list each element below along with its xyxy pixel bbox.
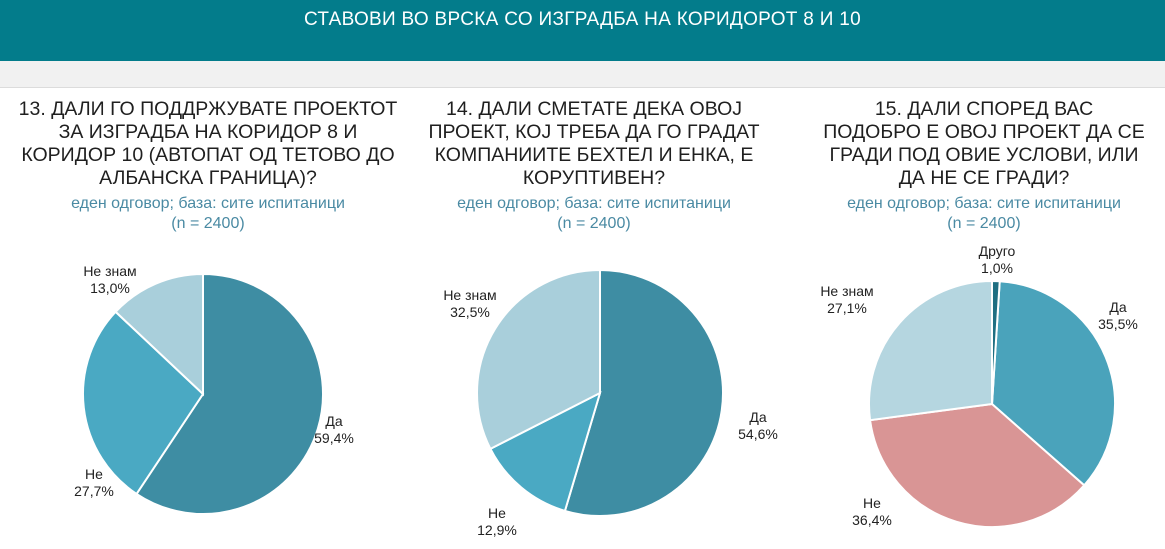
question-title-line: КОРУПТИВЕН? bbox=[522, 167, 666, 189]
question-subtitle: еден одговор; база: сите испитаници (n =… bbox=[14, 194, 402, 234]
chart-panel-q13: 13. ДАЛИ ГО ПОДДРЖУВАТЕ ПРОЕКТОТ ЗА ИЗГР… bbox=[0, 98, 397, 549]
slice-label-drugo: Друго bbox=[979, 243, 1016, 259]
pie-slice-da bbox=[135, 272, 324, 515]
slice-label-ne-znam: Не знам bbox=[820, 283, 873, 299]
pie-slice-ne bbox=[82, 310, 205, 496]
subtitle-line: еден одговор; база: сите испитаници bbox=[847, 195, 1121, 212]
question-title-line: ДА НЕ СЕ ГРАДИ? bbox=[898, 167, 1070, 189]
slice-label-ne: Не bbox=[863, 495, 881, 511]
slice-value-ne: 27,7% bbox=[74, 483, 114, 499]
sub-bar bbox=[0, 61, 1165, 88]
subtitle-line: еден одговор; база: сите испитаници bbox=[457, 195, 731, 212]
slice-value-ne: 12,9% bbox=[477, 522, 517, 538]
slice-value-da: 35,5% bbox=[1098, 316, 1138, 332]
slice-value-ne-znam: 32,5% bbox=[450, 304, 490, 320]
question-title-line: КОМПАНИИТЕ БЕХТЕЛ И ЕНКА, Е bbox=[434, 144, 754, 166]
question-title-line: 15. ДАЛИ СПОРЕД ВАС bbox=[874, 98, 1094, 120]
subtitle-line: (n = 2400) bbox=[557, 215, 631, 232]
subtitle-line: еден одговор; база: сите испитаници bbox=[71, 195, 345, 212]
subtitle-line: (n = 2400) bbox=[171, 215, 245, 232]
pie-slice-ne-znam bbox=[476, 268, 601, 451]
question-title-line: АЛБАНСКА ГРАНИЦА)? bbox=[99, 167, 317, 189]
slice-value-ne-znam: 13,0% bbox=[90, 280, 130, 296]
pie-slice-ne bbox=[489, 391, 602, 513]
slice-label-ne-znam: Не знам bbox=[83, 263, 136, 279]
header-bar: СТАВОВИ ВО ВРСКА СО ИЗГРАДБА НА КОРИДОРО… bbox=[0, 0, 1165, 61]
pie-slice-drugo bbox=[991, 279, 1001, 405]
pie-slice-ne-znam bbox=[114, 272, 204, 397]
slice-value-da: 59,4% bbox=[314, 430, 354, 446]
question-title-line: ЗА ИЗГРАДБА НА КОРИДОР 8 И bbox=[58, 121, 358, 143]
chart-panel-q14: 14. ДАЛИ СМЕТАТЕ ДЕКА ОВОЈ ПРОЕКТ, КОЈ Т… bbox=[400, 98, 788, 549]
question-title: 15. ДАЛИ СПОРЕД ВАС ПОДОБРО Е ОВОЈ ПРОЕК… bbox=[790, 98, 1165, 190]
pie-slice-da bbox=[563, 268, 724, 517]
question-title-line: ГРАДИ ПОД ОВИЕ УСЛОВИ, ИЛИ bbox=[829, 144, 1139, 166]
slice-label-da: Да bbox=[325, 413, 342, 429]
pie-slice-ne-znam bbox=[868, 279, 993, 422]
slice-label-ne: Не bbox=[85, 466, 103, 482]
slice-value-drugo: 1,0% bbox=[981, 260, 1013, 276]
slice-value-ne-znam: 27,1% bbox=[827, 300, 867, 316]
question-title: 14. ДАЛИ СМЕТАТЕ ДЕКА ОВОЈ ПРОЕКТ, КОЈ Т… bbox=[400, 98, 788, 190]
question-title-line: 13. ДАЛИ ГО ПОДДРЖУВАТЕ ПРОЕКТОТ bbox=[18, 98, 398, 120]
question-title-line: КОРИДОР 10 (АВТОПАТ ОД ТЕТОВО ДО bbox=[21, 144, 395, 166]
slice-label-da: Да bbox=[1109, 299, 1126, 315]
question-title-line: 14. ДАЛИ СМЕТАТЕ ДЕКА ОВОЈ bbox=[445, 98, 743, 120]
slice-label-ne-znam: Не знам bbox=[443, 287, 496, 303]
slice-value-da: 54,6% bbox=[738, 426, 778, 442]
subtitle-line: (n = 2400) bbox=[947, 215, 1021, 232]
chart-panel-q15: 15. ДАЛИ СПОРЕД ВАС ПОДОБРО Е ОВОЈ ПРОЕК… bbox=[790, 98, 1165, 549]
pie-slice-ne bbox=[868, 402, 1086, 528]
slice-label-da: Да bbox=[749, 409, 766, 425]
question-subtitle: еден одговор; база: сите испитаници (n =… bbox=[790, 194, 1165, 234]
question-title-line: ПРОЕКТ, КОЈ ТРЕБА ДА ГО ГРАДАТ bbox=[428, 121, 760, 143]
question-subtitle: еден одговор; база: сите испитаници (n =… bbox=[400, 194, 788, 234]
question-title: 13. ДАЛИ ГО ПОДДРЖУВАТЕ ПРОЕКТОТ ЗА ИЗГР… bbox=[14, 98, 402, 190]
question-title-line: ПОДОБРО Е ОВОЈ ПРОЕКТ ДА СЕ bbox=[823, 121, 1145, 143]
slice-value-ne: 36,4% bbox=[852, 512, 892, 528]
page-title: СТАВОВИ ВО ВРСКА СО ИЗГРАДБА НА КОРИДОРО… bbox=[303, 8, 861, 30]
pie-slice-da bbox=[990, 280, 1116, 487]
slice-label-ne: Не bbox=[488, 505, 506, 521]
